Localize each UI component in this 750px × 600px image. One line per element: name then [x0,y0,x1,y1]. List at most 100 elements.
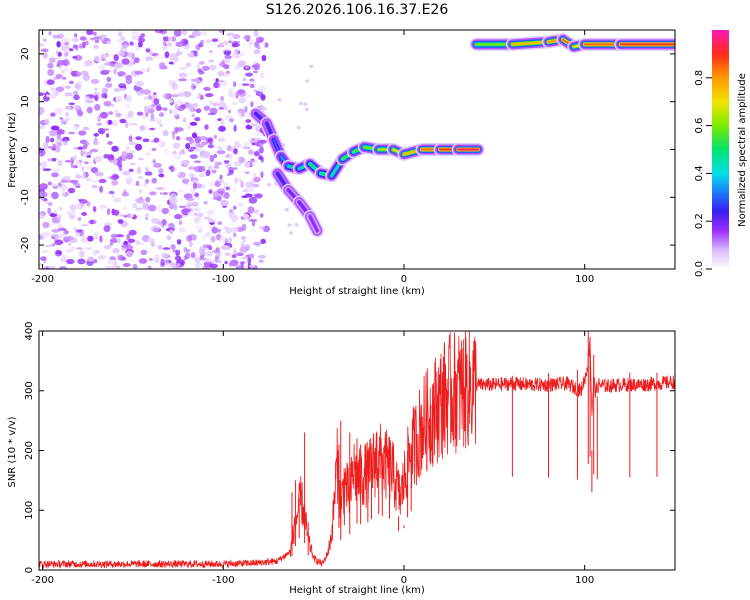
noise-blob [150,113,155,121]
noise-blob [198,70,205,75]
noise-blob [231,226,239,233]
noise-blob [212,81,221,89]
noise-blob [145,111,149,117]
noise-blob [103,225,111,233]
noise-blob [260,94,266,101]
noise-blob [238,156,245,164]
noise-blob [135,207,143,211]
noise-blob [178,220,183,226]
noise-blob [233,187,237,194]
noise-blob [206,209,215,216]
noise-blob [260,238,266,244]
noise-blob [39,92,44,96]
noise-blob [254,41,260,48]
noise-blob [110,175,114,180]
noise-blob [77,258,86,265]
noise-blob [132,263,138,269]
noise-blob [92,259,98,264]
noise-blob [229,152,233,161]
noise-blob [114,109,119,115]
noise-blob [174,126,179,134]
noise-blob [226,145,232,152]
noise-blob [119,118,127,124]
noise-blob [253,176,261,183]
noise-blob [39,234,43,240]
noise-blob [46,79,55,85]
noise-blob [202,151,211,159]
noise-blob [233,124,237,132]
noise-blob [128,238,136,243]
noise-blob [249,140,258,143]
noise-blob [204,93,214,98]
noise-blob [52,168,60,173]
noise-blob [222,40,229,46]
noise-blob [116,238,121,244]
noise-blob [162,247,171,250]
noise-blob [99,235,103,243]
noise-blob [77,110,84,117]
noise-blob [50,125,60,131]
noise-blob [156,118,162,125]
noise-blob [253,30,259,37]
noise-blob [202,265,210,269]
noise-blob [64,51,69,57]
noise-blob [136,111,144,116]
noise-blob [47,181,52,186]
noise-blob [125,145,130,152]
noise-blob [253,209,259,215]
noise-blob [115,234,124,238]
noise-blob [227,87,234,93]
noise-blob [249,253,255,259]
noise-blob [92,206,97,213]
noise-blob [253,49,261,55]
noise-blob [182,91,192,98]
noise-blob [64,92,73,97]
noise-blob [194,216,200,222]
noise-blob [149,191,157,196]
noise-blob [44,118,50,126]
noise-blob [105,83,113,88]
x-tick-label: 0 [401,575,407,586]
noise-blob [47,158,53,162]
noise-blob [203,216,212,220]
noise-blob [190,201,199,207]
noise-blob [191,113,195,118]
noise-blob [117,156,123,163]
noise-blob [158,140,166,148]
noise-blob [159,65,168,70]
noise-blob [82,41,86,49]
noise-blob [39,43,45,47]
noise-blob [194,261,202,268]
noise-blob [51,243,56,247]
noise-blob [80,236,90,243]
noise-blob [188,149,194,152]
noise-blob [129,162,136,166]
noise-blob [152,227,160,233]
noise-blob [68,243,72,246]
noise-blob [109,160,116,164]
noise-blob [68,131,76,135]
noise-blob [102,40,106,44]
noise-blob [62,188,66,196]
noise-blob [183,255,188,261]
noise-blob [129,150,136,154]
noise-blob [94,39,100,44]
noise-blob [171,133,176,140]
noise-blob [162,45,168,51]
noise-blob [126,233,131,241]
noise-blob [66,258,75,265]
noise-blob [222,182,229,186]
noise-blob [94,171,104,177]
noise-blob [230,214,239,222]
noise-blob [107,260,115,265]
noise-blob [43,52,48,59]
noise-blob [80,223,89,227]
noise-blob [168,99,174,103]
noise-blob [93,231,100,239]
noise-blob [206,231,211,238]
noise-blob [227,236,233,244]
noise-blob [252,173,257,178]
noise-blob [148,95,153,100]
noise-blob [158,173,165,178]
